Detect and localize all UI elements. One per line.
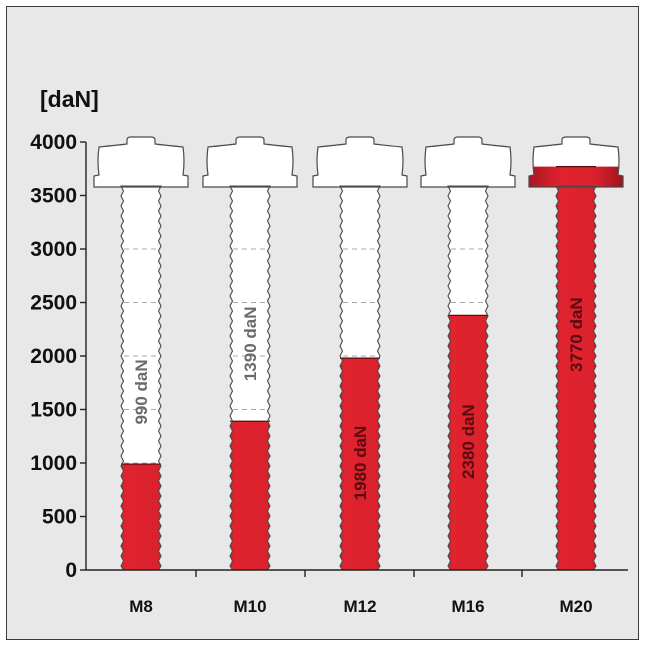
y-tick-label: 3000 [30, 238, 77, 261]
bolt-head [203, 137, 297, 187]
chart-panel [6, 6, 639, 640]
x-tick-label: M20 [559, 597, 592, 616]
bar [203, 421, 297, 570]
data-label: 990 daN [132, 359, 151, 424]
y-axis: 0 500 1000 1500 2000 2500 3000 3500 4000 [30, 131, 87, 582]
x-axis: M8 M10 M12 M16 M20 [86, 569, 628, 616]
bolt-head [94, 137, 188, 187]
bolt-m20: 3770 daN [528, 136, 624, 571]
data-label: 2380 daN [459, 404, 478, 479]
y-tick-label: 500 [42, 506, 77, 529]
x-tick-label: M8 [129, 597, 153, 616]
bar [94, 464, 188, 570]
data-label: 3770 daN [567, 297, 586, 372]
bolt-m8: 990 daN [93, 136, 189, 571]
bolt-head-outline [312, 136, 408, 188]
bolt-head [421, 137, 515, 187]
y-tick-label: 2000 [30, 345, 77, 368]
y-tick-label: 1000 [30, 452, 77, 475]
y-tick-label: 4000 [30, 131, 77, 154]
bolt-head-outline [202, 136, 298, 188]
y-tick-label: 2500 [30, 292, 77, 315]
bolts: 990 daN 1390 daN 1980 daN 2380 daN 3770 daN [93, 136, 624, 571]
x-tick-label: M12 [343, 597, 376, 616]
y-tick-label: 1500 [30, 399, 77, 422]
bolt-head-outline [528, 136, 624, 188]
y-tick-label: 0 [65, 559, 77, 582]
x-tick-label: M16 [451, 597, 484, 616]
bolt-head [313, 137, 407, 187]
data-label: 1390 daN [241, 306, 260, 381]
x-tick-label: M10 [233, 597, 266, 616]
bolt-m16: 2380 daN [420, 136, 516, 571]
unit-label: [daN] [40, 86, 99, 112]
bolt-head-outline [420, 136, 516, 188]
bolt-m10: 1390 daN [202, 136, 298, 571]
bolt-head-outline [93, 136, 189, 188]
data-label: 1980 daN [351, 426, 370, 501]
bolt-m12: 1980 daN [312, 136, 408, 571]
y-tick-label: 3500 [30, 185, 77, 208]
